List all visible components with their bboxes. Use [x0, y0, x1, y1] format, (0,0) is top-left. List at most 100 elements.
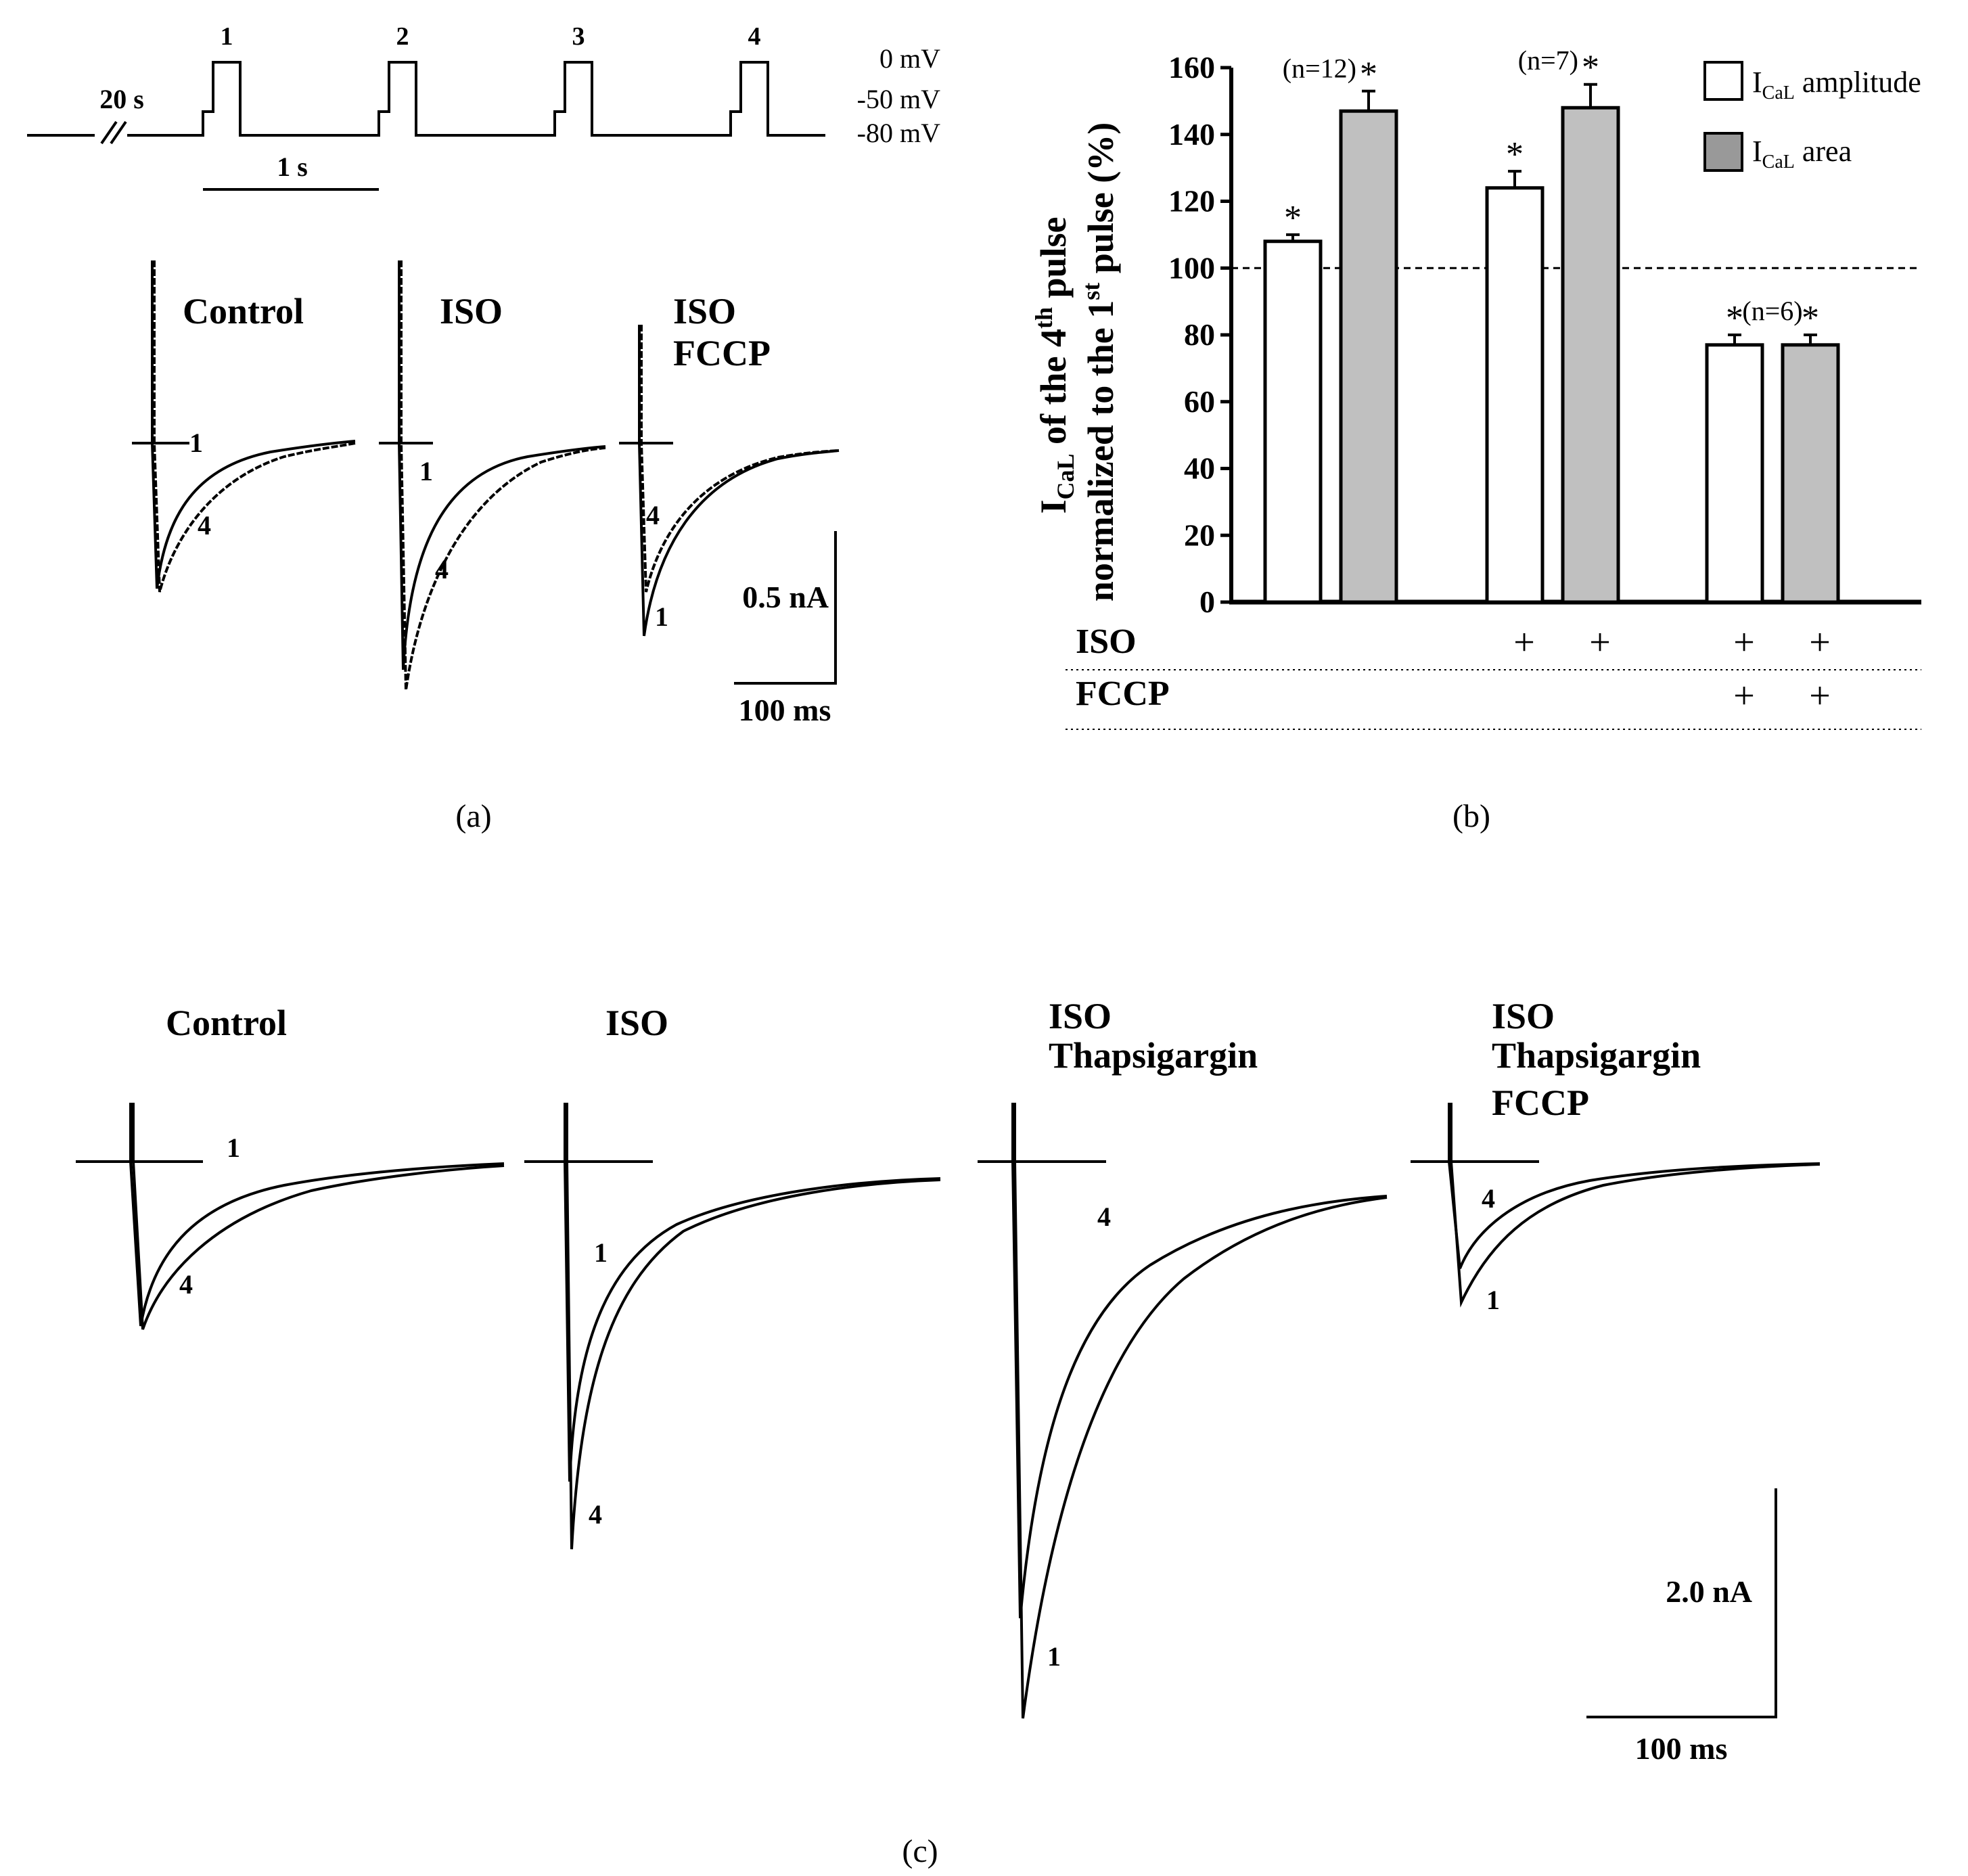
- y-tick-label-20: 20: [1184, 518, 1215, 552]
- legend-area-label: ICaL area: [1752, 135, 1852, 173]
- panel-a-scale-current-label: 0.5 nA: [742, 580, 829, 614]
- panel-a-title-iso-fccp-line1: ISO: [673, 291, 736, 331]
- panel-a-fccp-trace-4: [640, 325, 840, 593]
- ylabel-mid: of the 4: [1033, 329, 1074, 453]
- panel-a-iso-label-4: 4: [435, 554, 449, 585]
- panel-a-scale-bar: [734, 531, 837, 685]
- plus-isofccp-area-iso: +: [1809, 622, 1831, 664]
- pulse-label-2: 2: [396, 22, 409, 51]
- panel-c-control-label-1: 1: [227, 1133, 240, 1163]
- panel-c-iso-label-4: 4: [589, 1499, 602, 1530]
- panel-b-ylabel-line2: normalized to the 1st pulse (%): [1078, 122, 1121, 601]
- legend-amplitude-swatch: [1703, 61, 1743, 101]
- panel-c-scale-time-label: 100 ms: [1635, 1731, 1728, 1766]
- panel-a-iso-trace-1: [398, 260, 606, 670]
- pulse-label-3: 3: [572, 22, 585, 51]
- panel-c-title-thapsi-line1: ISO: [1049, 996, 1112, 1036]
- row-label-fccp: FCCP: [1076, 674, 1170, 713]
- bar-g1-s1: [1561, 106, 1620, 604]
- panel-a-control-label-4: 4: [198, 510, 211, 541]
- panel-c-thapsi-trace-1: [1013, 1103, 1388, 1719]
- panel-c-control-trace-1: [129, 1103, 505, 1327]
- panel-c-thfccp-trace-4: [1448, 1103, 1821, 1269]
- significance-star-g2-s0: *: [1726, 299, 1743, 338]
- panel-a-fccp-label-4: 4: [646, 500, 660, 530]
- panel-a-control-label-1: 1: [189, 428, 203, 458]
- voltage-label-0mv: 0 mV: [879, 43, 940, 74]
- panel-c-scale-current-label: 2.0 nA: [1666, 1574, 1752, 1609]
- n-label-iso: (n=7): [1518, 45, 1578, 76]
- y-tick-label-0: 0: [1199, 585, 1215, 619]
- panel-c: Control ISO ISO Thapsigargin ISO Thapsig…: [76, 996, 1821, 1869]
- n-label-iso-fccp: (n=6): [1742, 296, 1802, 326]
- legend-amplitude-text: amplitude: [1795, 66, 1921, 99]
- ylabel-sup: th: [1030, 307, 1057, 329]
- protocol-time-scale-label: 1 s: [277, 152, 308, 182]
- legend-area-text: area: [1795, 135, 1852, 168]
- legend-amplitude-sub: CaL: [1762, 83, 1795, 104]
- bar-g2-s1: [1781, 343, 1840, 604]
- plus-iso-amplitude: +: [1513, 622, 1535, 664]
- protocol-gap-label: 20 s: [99, 84, 144, 114]
- panel-c-thapsi-label-1: 1: [1047, 1641, 1061, 1672]
- significance-star-g0-s0: *: [1284, 199, 1302, 237]
- pulse-label-4: 4: [748, 22, 761, 51]
- panel-c-title-control: Control: [166, 1003, 287, 1043]
- panel-c-scale-bar: [1586, 1488, 1777, 1718]
- legend-amplitude-label: ICaL amplitude: [1752, 66, 1921, 104]
- panel-c-iso-label-1: 1: [594, 1237, 608, 1268]
- plus-isofccp-amplitude-fccp: +: [1733, 675, 1755, 717]
- y-axis-ticks: 0 20 40 60 80 100 120 140 160: [1168, 50, 1231, 619]
- ylabel2-start: normalized to the 1: [1080, 300, 1121, 601]
- protocol-trace: [27, 61, 825, 137]
- panel-c-thfccp-label-4: 4: [1482, 1183, 1495, 1214]
- panel-a-iso-label-1: 1: [419, 456, 433, 486]
- ylabel2-sup: st: [1078, 283, 1105, 300]
- legend-area-swatch: [1703, 132, 1743, 172]
- legend-area-i: I: [1752, 135, 1762, 168]
- row-label-iso: ISO: [1076, 622, 1137, 661]
- panel-b: ICaL of the 4th pulse normalized to the …: [1030, 45, 1921, 834]
- significance-star-g0-s1: *: [1360, 55, 1377, 94]
- panel-c-iso-trace-4: [566, 1103, 941, 1550]
- panel-c-thfccp-label-1: 1: [1486, 1285, 1500, 1315]
- plus-isofccp-amplitude-iso: +: [1733, 622, 1755, 664]
- bar-g0-s1: [1339, 109, 1398, 604]
- panel-a-title-iso-fccp-line2: FCCP: [673, 333, 771, 373]
- y-tick-label-100: 100: [1168, 250, 1215, 285]
- significance-star-g1-s0: *: [1506, 135, 1524, 174]
- panel-a-iso-trace-4: [400, 260, 606, 691]
- legend-area-sub: CaL: [1762, 152, 1795, 173]
- bar-g2-s0: [1705, 343, 1764, 604]
- significance-star-g2-s1: *: [1802, 299, 1819, 338]
- panel-c-title-thfccp-line2: Thapsigargin: [1492, 1035, 1701, 1076]
- panel-a-fccp-label-1: 1: [655, 601, 668, 632]
- plus-iso-area: +: [1589, 622, 1611, 664]
- panel-b-caption: (b): [1452, 798, 1490, 834]
- bar-g0-s0: [1263, 239, 1323, 604]
- panel-c-iso-trace-1: [564, 1103, 941, 1482]
- ylabel-end: pulse: [1033, 216, 1074, 307]
- panel-c-title-iso: ISO: [605, 1003, 668, 1043]
- ylabel-sub: CaL: [1052, 454, 1079, 500]
- panel-c-control-trace-4: [132, 1103, 505, 1330]
- panel-c-caption: (c): [902, 1833, 938, 1869]
- panel-a-control-trace-1: [151, 260, 356, 589]
- bar-g1-s0: [1485, 186, 1544, 604]
- panel-c-title-thfccp-line3: FCCP: [1492, 1082, 1589, 1123]
- panel-c-control-label-4: 4: [179, 1269, 193, 1300]
- pulse-label-1: 1: [221, 22, 233, 51]
- ylabel-i: I: [1033, 500, 1074, 514]
- panel-a-title-iso: ISO: [440, 291, 503, 331]
- significance-star-g1-s1: *: [1582, 49, 1599, 87]
- panel-a-caption: (a): [455, 798, 491, 834]
- voltage-label-50mv: -50 mV: [857, 84, 940, 114]
- y-tick-label-40: 40: [1184, 451, 1215, 486]
- y-tick-label-80: 80: [1184, 317, 1215, 352]
- protocol-break-mark-1: [100, 120, 118, 145]
- panel-a-scale-time-label: 100 ms: [739, 693, 831, 727]
- y-tick-label-60: 60: [1184, 384, 1215, 419]
- panel-c-title-thapsi-line2: Thapsigargin: [1049, 1035, 1258, 1076]
- y-tick-label-140: 140: [1168, 117, 1215, 152]
